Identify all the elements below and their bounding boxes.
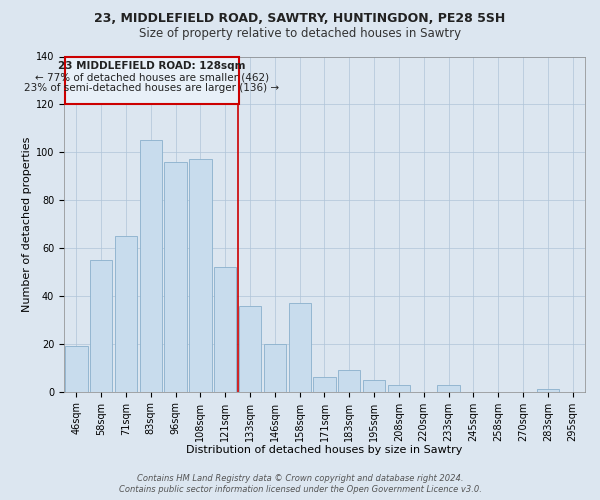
Bar	[189, 160, 212, 392]
Bar	[164, 162, 187, 392]
X-axis label: Distribution of detached houses by size in Sawtry: Distribution of detached houses by size …	[186, 445, 463, 455]
Bar	[363, 380, 385, 392]
Bar	[65, 346, 88, 392]
Y-axis label: Number of detached properties: Number of detached properties	[22, 136, 32, 312]
Text: 23 MIDDLEFIELD ROAD: 128sqm: 23 MIDDLEFIELD ROAD: 128sqm	[58, 61, 246, 71]
Text: Size of property relative to detached houses in Sawtry: Size of property relative to detached ho…	[139, 28, 461, 40]
Text: ← 77% of detached houses are smaller (462): ← 77% of detached houses are smaller (46…	[35, 72, 269, 82]
Bar	[338, 370, 361, 392]
Bar	[263, 344, 286, 392]
Bar	[536, 390, 559, 392]
Bar	[214, 267, 236, 392]
Bar	[115, 236, 137, 392]
Text: 23% of semi-detached houses are larger (136) →: 23% of semi-detached houses are larger (…	[25, 84, 280, 94]
Bar	[313, 378, 335, 392]
Bar	[388, 384, 410, 392]
Text: 23, MIDDLEFIELD ROAD, SAWTRY, HUNTINGDON, PE28 5SH: 23, MIDDLEFIELD ROAD, SAWTRY, HUNTINGDON…	[94, 12, 506, 26]
Bar	[90, 260, 112, 392]
Text: Contains HM Land Registry data © Crown copyright and database right 2024.
Contai: Contains HM Land Registry data © Crown c…	[119, 474, 481, 494]
FancyBboxPatch shape	[65, 56, 239, 104]
Bar	[437, 384, 460, 392]
Bar	[239, 306, 261, 392]
Bar	[289, 303, 311, 392]
Bar	[140, 140, 162, 392]
